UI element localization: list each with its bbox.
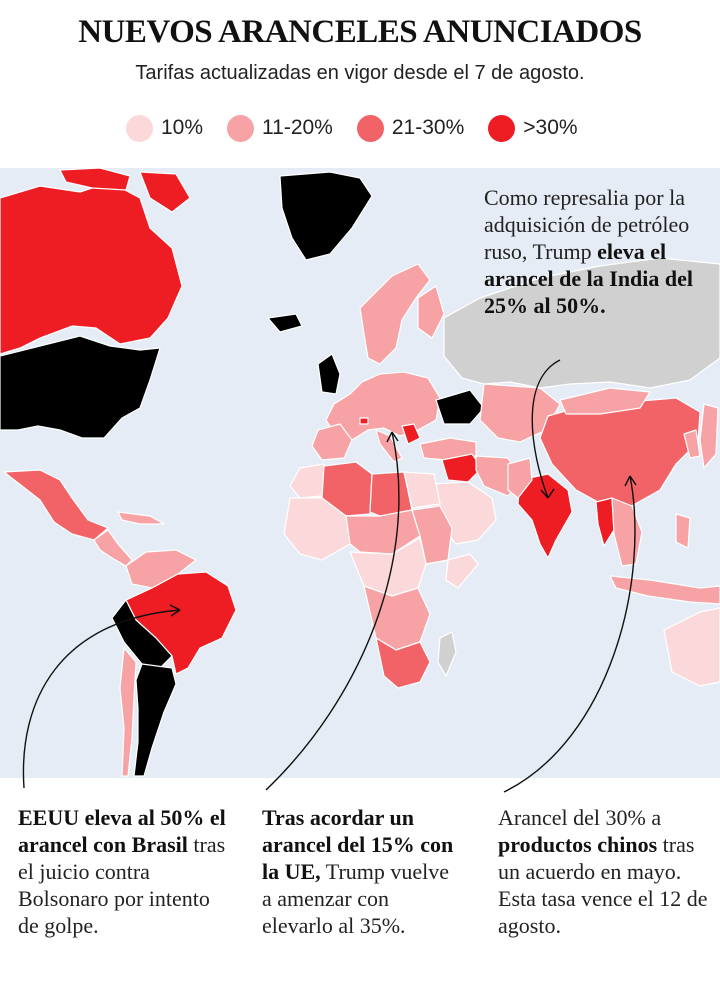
legend-label-over-30: >30% bbox=[523, 116, 578, 139]
legend-swatch-over-30 bbox=[488, 114, 516, 142]
world-map bbox=[0, 168, 720, 778]
legend-item-10: 10% bbox=[126, 114, 204, 142]
legend-item-21-30: 21-30% bbox=[356, 114, 465, 142]
world-map-svg bbox=[0, 168, 720, 778]
country-canada-islands bbox=[59, 168, 131, 191]
legend-label-10: 10% bbox=[161, 116, 204, 139]
page-subtitle: Tarifas actualizadas en vigor desde el 7… bbox=[135, 62, 585, 84]
country-philippines bbox=[675, 513, 691, 549]
note-ue: Tras acordar un arancel del 15% con la U… bbox=[262, 804, 462, 939]
country-syria-iraq bbox=[441, 453, 483, 483]
country-mexico bbox=[3, 469, 109, 541]
legend-label-11-20: 11-20% bbox=[262, 116, 333, 139]
legend-label-21-30: 21-30% bbox=[391, 116, 465, 139]
country-usa bbox=[0, 335, 161, 439]
note-china: Arancel del 30% a productos chinos tras … bbox=[498, 804, 708, 939]
country-scandinavia bbox=[359, 263, 431, 365]
country-australia bbox=[663, 607, 720, 687]
legend: 10% 11-20% 21-30% >30% bbox=[126, 112, 602, 144]
country-balkans-serbia bbox=[401, 423, 421, 445]
note-brasil-text: tras el juicio contra Bolsonaro por inte… bbox=[18, 832, 226, 938]
country-egypt bbox=[403, 471, 441, 509]
note-china-bold: productos chinos bbox=[498, 832, 658, 857]
country-uk bbox=[317, 353, 341, 395]
legend-swatch-11-20 bbox=[227, 114, 255, 142]
legend-swatch-10 bbox=[126, 114, 153, 142]
country-greenland bbox=[279, 171, 373, 261]
legend-swatch-21-30 bbox=[356, 114, 384, 142]
note-china-text-1: Arancel del 30% a bbox=[498, 805, 662, 830]
note-india: Como represalia por la adquisición de pe… bbox=[484, 184, 714, 319]
legend-item-11-20: 11-20% bbox=[227, 114, 333, 142]
note-china-text-2: tras un acuerdo en mayo. Esta tasa vence… bbox=[498, 832, 708, 938]
country-canada-islands-2 bbox=[139, 171, 191, 213]
legend-item-over-30: >30% bbox=[488, 114, 578, 142]
country-mongolia bbox=[559, 387, 651, 415]
country-madagascar bbox=[437, 631, 457, 677]
country-korea bbox=[683, 429, 701, 459]
country-cuba bbox=[117, 511, 165, 525]
country-switzerland bbox=[359, 417, 369, 425]
country-somalia bbox=[445, 553, 479, 589]
note-brasil-bold: EEUU eleva al 50% el arancel con Brasil bbox=[18, 805, 226, 857]
note-brasil: EEUU eleva al 50% el arancel con Brasil … bbox=[18, 804, 228, 939]
country-iceland bbox=[267, 313, 303, 333]
country-colombia-venezuela bbox=[125, 549, 197, 589]
page-title: NUEVOS ARANCELES ANUNCIADOS bbox=[78, 14, 642, 50]
note-india-text: Como represalia por la adquisición de pe… bbox=[484, 185, 690, 264]
note-ue-text: Trump vuelve a amenzar con elevarlo al 3… bbox=[262, 859, 450, 938]
note-ue-bold: Tras acordar un arancel del 15% con la U… bbox=[262, 805, 454, 884]
country-japan bbox=[699, 403, 719, 469]
country-russia bbox=[443, 257, 720, 389]
note-india-bold: eleva el arancel de la India del 25% al … bbox=[484, 239, 694, 318]
country-finland bbox=[417, 285, 445, 339]
country-ukraine-east bbox=[435, 389, 485, 425]
country-central-america bbox=[93, 529, 133, 567]
